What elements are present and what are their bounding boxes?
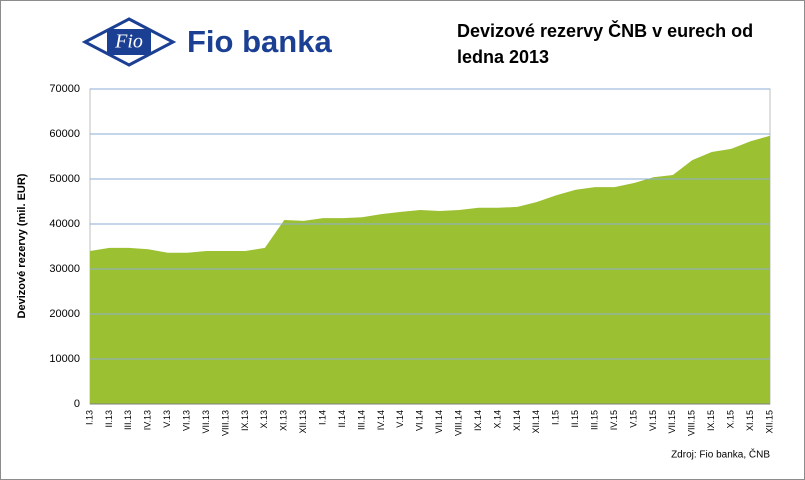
x-tick-label: VI.13 (182, 410, 192, 431)
area (90, 135, 770, 405)
x-tick-label: XI.14 (512, 410, 522, 431)
x-tick-label: IX.13 (240, 410, 250, 431)
y-tick-label: 40000 (49, 218, 80, 230)
x-tick-label: XI.15 (745, 410, 755, 431)
x-tick-label: V.14 (395, 410, 405, 428)
logo-name: Fio banka (187, 24, 332, 59)
x-tick-label: X.13 (259, 410, 269, 429)
x-tick-label: IV.14 (376, 410, 386, 430)
x-tick-label: IV.15 (609, 410, 619, 430)
chart-title: Devizové rezervy ČNB v eurech od ledna 2… (457, 21, 754, 67)
x-tick-label: II.15 (570, 410, 580, 428)
x-tick-label: VIII.13 (220, 410, 230, 436)
x-tick-label: II.13 (104, 410, 114, 428)
x-tick-label: V.13 (162, 410, 172, 428)
y-tick-label: 60000 (49, 128, 80, 140)
y-tick-label: 50000 (49, 173, 80, 185)
x-tick-label: V.15 (628, 410, 638, 428)
y-tick-label: 0 (74, 398, 80, 410)
y-tick-label: 20000 (49, 308, 80, 320)
x-tick-label: III.14 (356, 410, 366, 430)
x-tick-label: XII.14 (531, 410, 541, 434)
x-tick-label: IX.14 (473, 410, 483, 431)
x-tick-label: VII.13 (201, 410, 211, 434)
x-tick-label: I.14 (318, 410, 328, 425)
y-tick-label: 10000 (49, 353, 80, 365)
x-tick-label: VII.14 (434, 410, 444, 434)
x-tick-label: XI.13 (279, 410, 289, 431)
x-tick-label: VI.15 (648, 410, 658, 431)
x-tick-label: X.14 (492, 410, 502, 429)
logo: Fio Fio banka (81, 17, 332, 67)
x-tick-label: XII.13 (298, 410, 308, 434)
x-tick-label: I.15 (551, 410, 561, 425)
x-tick-label: I.13 (84, 410, 94, 425)
y-tick-label: 70000 (49, 83, 80, 95)
x-tick-label: III.15 (590, 410, 600, 430)
y-tick-label: 30000 (49, 263, 80, 275)
x-tick-label: X.15 (726, 410, 736, 429)
logo-emblem: Fio (114, 31, 143, 53)
source-note: Zdroj: Fio banka, ČNB (671, 448, 770, 461)
x-tick-label: IX.15 (706, 410, 716, 431)
x-tick-label: VIII.14 (454, 410, 464, 436)
x-tick-label: VII.15 (667, 410, 677, 434)
x-tick-label: II.14 (337, 410, 347, 428)
x-tick-label: XII.15 (764, 410, 774, 434)
logo-box (107, 29, 151, 55)
x-tick-label: III.13 (123, 410, 133, 430)
x-tick-label: IV.13 (143, 410, 153, 430)
x-tick-label: VI.14 (415, 410, 425, 431)
x-tick-label: VIII.15 (687, 410, 697, 436)
y-axis-label: Devizové rezervy (mil. EUR) (16, 173, 28, 318)
